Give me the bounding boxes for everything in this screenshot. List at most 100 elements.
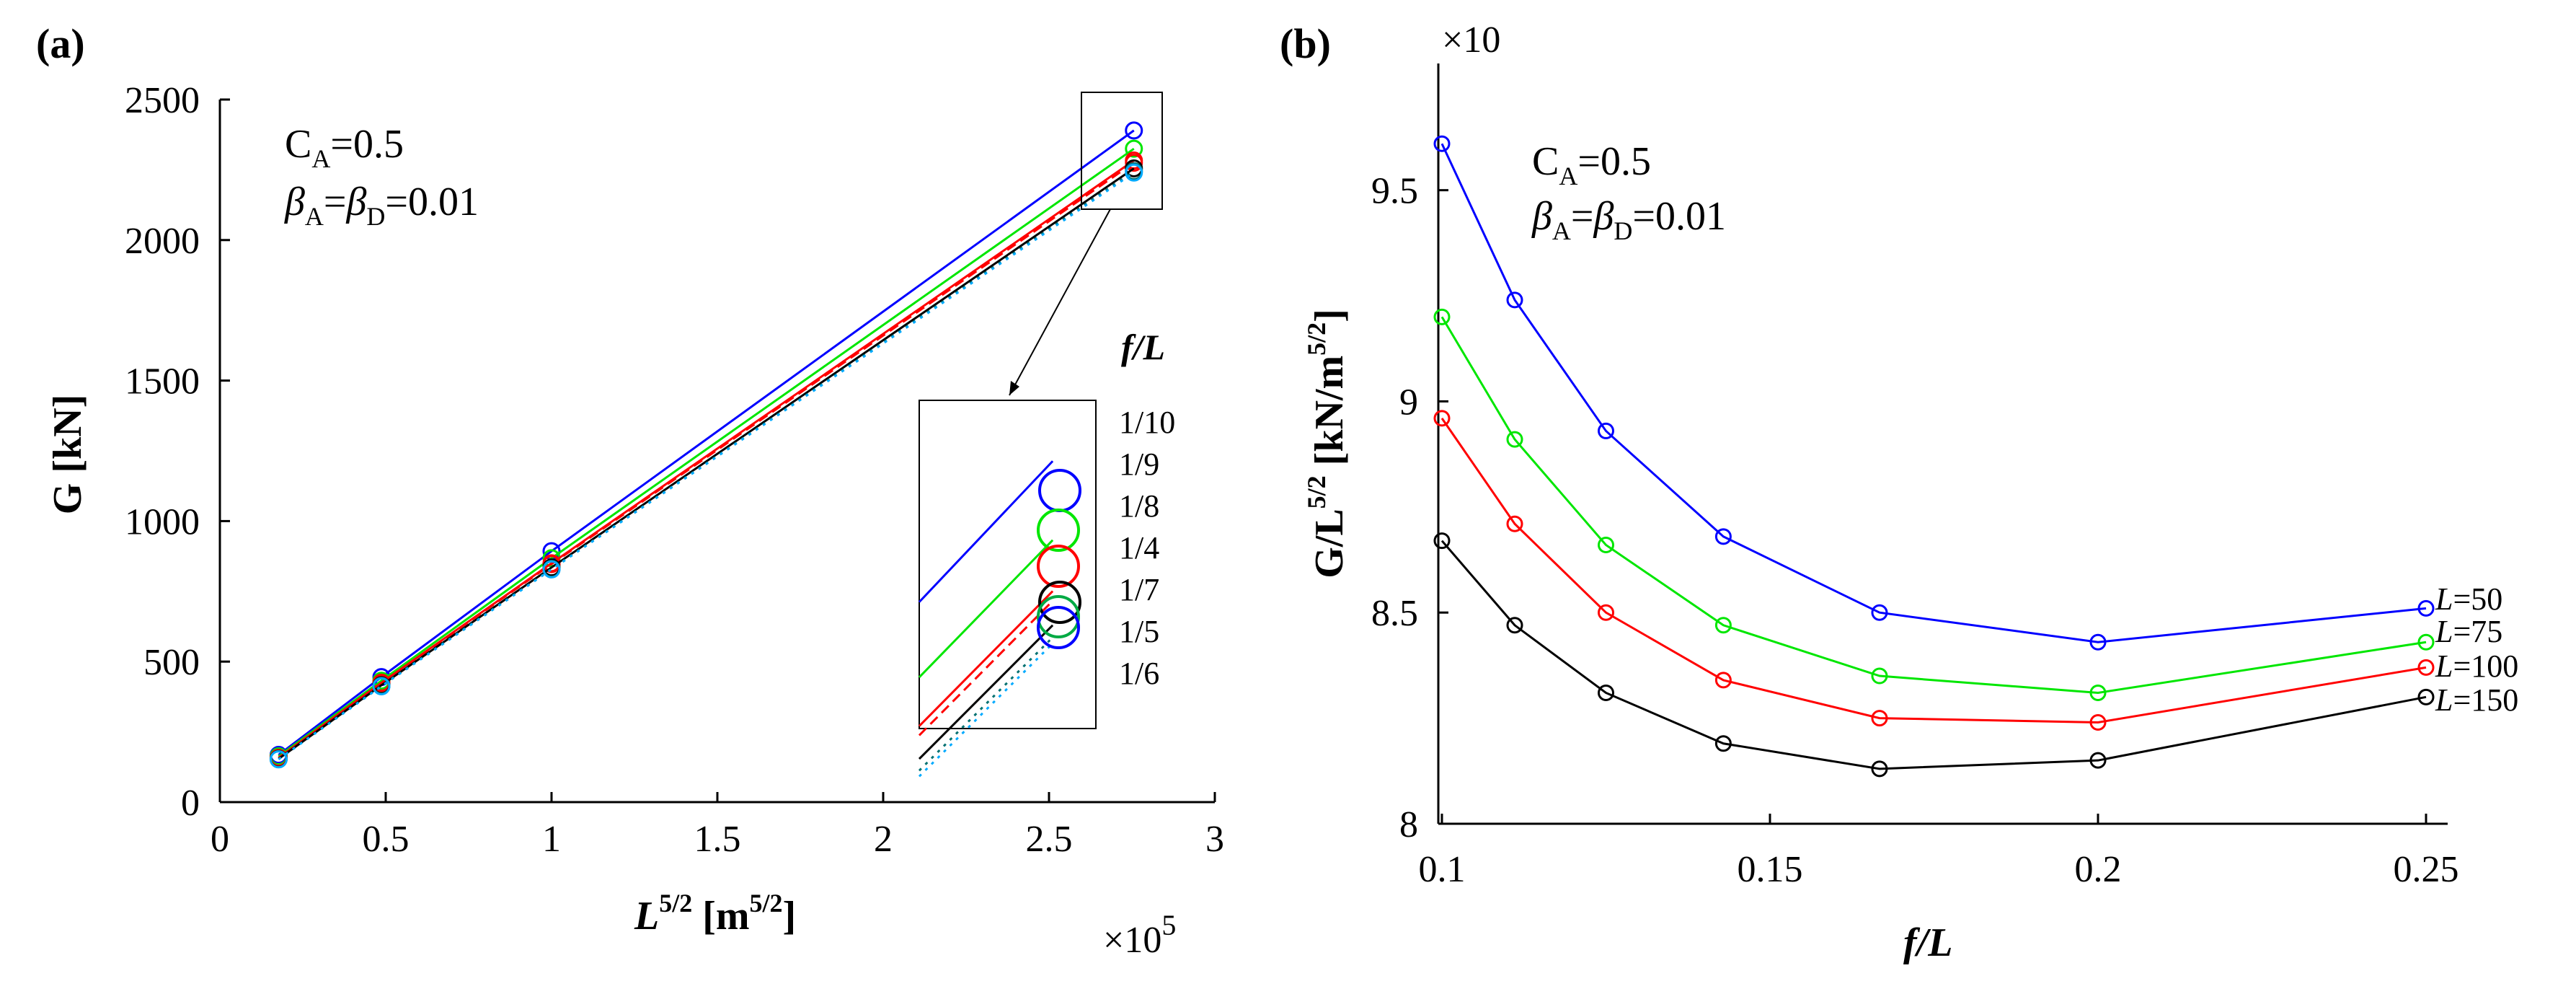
panel-b-x-tick-label: 0.25 <box>2394 849 2459 890</box>
panel-b-line <box>1440 540 2427 770</box>
panel-b-point <box>2089 752 2107 769</box>
panel-b-point <box>1433 410 1451 427</box>
panel-a-y-tick-label: 1500 <box>125 361 200 402</box>
panel-a-inset-markers <box>1037 469 1081 649</box>
panel-b-x-label: f/L <box>1903 920 1952 965</box>
panel-a-legend-item: 1/10 <box>1119 405 1175 440</box>
panel-b-annotation-ca: CA=0.5 <box>1532 139 1651 190</box>
panel-a-series <box>269 121 1143 769</box>
panel-a-point <box>269 750 288 769</box>
panel-b-y-multiplier: ×10 <box>1442 19 1500 61</box>
panel-a-inset <box>918 400 1097 778</box>
panel-b-point <box>2417 659 2435 676</box>
panel-a-inset-marker <box>1037 606 1080 649</box>
panel-b-y-tick-label: 9 <box>1399 382 1418 423</box>
panel-b-x-tick-label: 0.2 <box>2075 849 2122 890</box>
panel-a-line <box>278 162 1135 760</box>
panel-a-legend-item: 1/5 <box>1119 614 1159 649</box>
panel-b-point <box>1433 308 1451 325</box>
panel-a-legend-item: 1/4 <box>1119 530 1159 566</box>
panel-b-series-label: L=50 <box>2435 581 2502 617</box>
panel-a-inset-line <box>918 460 1054 603</box>
panel-a-annotation-ca: CA=0.5 <box>285 122 404 173</box>
panel-a-y-tick-label: 2000 <box>125 221 200 262</box>
panel-a-x-tick-label: 1 <box>542 819 561 860</box>
panel-a-point <box>1125 121 1143 140</box>
panel-a-zoom-arrowhead <box>1009 381 1019 395</box>
panel-a-point <box>1125 139 1143 158</box>
panel-b-point <box>1433 532 1451 550</box>
panel-b-point <box>2417 633 2435 651</box>
panel-b-point <box>1714 672 1732 689</box>
panel-b-point <box>1871 710 1888 727</box>
panel-a-legend-item: 1/9 <box>1119 446 1159 482</box>
panel-b-label: (b) <box>1280 20 1331 67</box>
panel-a-inset-line <box>918 539 1054 679</box>
panel-b-series-label: L=75 <box>2435 614 2502 649</box>
panel-b-series-label: L=100 <box>2435 648 2518 684</box>
panel-b-point <box>2417 688 2435 705</box>
panel-b-x-tick-label: 0.15 <box>1738 849 1803 890</box>
panel-b-point <box>1598 604 1614 621</box>
panel-b-series-L-50 <box>1433 135 2435 651</box>
panel-b-point <box>2089 684 2107 701</box>
panel-b-point <box>1714 735 1732 752</box>
panel-a-inset-frame <box>919 400 1097 729</box>
panel-b-x-tick-label: 0.1 <box>1419 849 1466 890</box>
panel-b-y-ticks: 8 8.5 9 9.5 <box>1371 171 1448 845</box>
panel-a-x-tick-label: 2.5 <box>1026 819 1073 860</box>
panel-a-y-tick-label: 2500 <box>125 80 200 121</box>
panel-a-y-tick-label: 500 <box>143 642 200 683</box>
panel-a-x-multiplier: ×105 <box>1103 909 1176 961</box>
panel-a-legend-item: 1/6 <box>1119 656 1159 691</box>
panel-a-line <box>278 172 1135 761</box>
panel-a-x-tick-label: 1.5 <box>694 819 741 860</box>
panel-b-point <box>1506 431 1523 448</box>
panel-b-annotation-beta: βA=βD=0.01 <box>1531 194 1726 245</box>
panel-b-line <box>1440 418 2427 723</box>
panel-a-line <box>278 147 1135 757</box>
panel-a-inset-line <box>918 590 1054 727</box>
panel-b-y-tick-label: 9.5 <box>1371 171 1418 212</box>
panel-b-y-label: G/L5/2 [kN/m5/2] <box>1302 309 1352 579</box>
panel-a-x-tick-label: 3 <box>1205 819 1224 860</box>
panel-a-x-tick-label: 2 <box>874 819 893 860</box>
panel-b-point <box>1598 422 1614 439</box>
panel-a-x-tick-label: 0.5 <box>363 819 410 860</box>
panel-a-x-label: L5/2 [m5/2] <box>634 889 796 938</box>
panel-b-point <box>1506 617 1523 634</box>
panel-a-label: (a) <box>36 20 85 67</box>
panel-a-legend-title: f/L <box>1121 327 1165 367</box>
panel-a-series-1-6 <box>269 163 1143 769</box>
panel-a-y-label: G [kN] <box>45 395 90 514</box>
panel-a-x-ticks: 0 0.5 1 1.5 2 2.5 3 <box>211 792 1224 860</box>
panel-b-series <box>1433 135 2435 778</box>
panel-b-point <box>1871 667 1888 685</box>
panel-b-point <box>1598 537 1614 554</box>
panel-a-y-ticks: 0 500 1000 1500 2000 2500 <box>125 80 230 824</box>
panel-a-point <box>542 560 561 579</box>
panel-b-point <box>2089 633 2107 651</box>
panel-b-point <box>2089 713 2107 731</box>
panel-b-point <box>1714 528 1732 545</box>
panel-b-point <box>1433 135 1451 152</box>
panel-a-zoom-arrow <box>1009 208 1111 396</box>
panel-b-point <box>1598 684 1614 701</box>
panel-a-legend: 1/10 1/9 1/8 1/4 1/7 1/5 1/6 <box>1119 405 1175 691</box>
panel-b-line <box>1440 143 2427 643</box>
panel-b-x-ticks: 0.1 0.15 0.2 0.25 <box>1419 814 2459 890</box>
panel-a-inset-marker <box>1038 581 1081 624</box>
panel-a-line <box>278 129 1135 756</box>
panel-b-series-L-100 <box>1433 410 2435 731</box>
panel-b-point <box>2417 599 2435 617</box>
panel-a-inset-marker <box>1037 595 1080 638</box>
panel-a-legend-item: 1/8 <box>1119 488 1159 524</box>
panel-a-chart: (a) 0 0.5 1 1.5 2 2.5 3 0 500 1000 1500 2000 2500 L… <box>36 20 1224 961</box>
panel-a-x-tick-label: 0 <box>211 819 229 860</box>
panel-a-inset-marker <box>1037 545 1080 588</box>
panel-a-point <box>1125 163 1143 182</box>
panel-a-point <box>1125 154 1143 172</box>
panel-b-point <box>1871 604 1888 621</box>
